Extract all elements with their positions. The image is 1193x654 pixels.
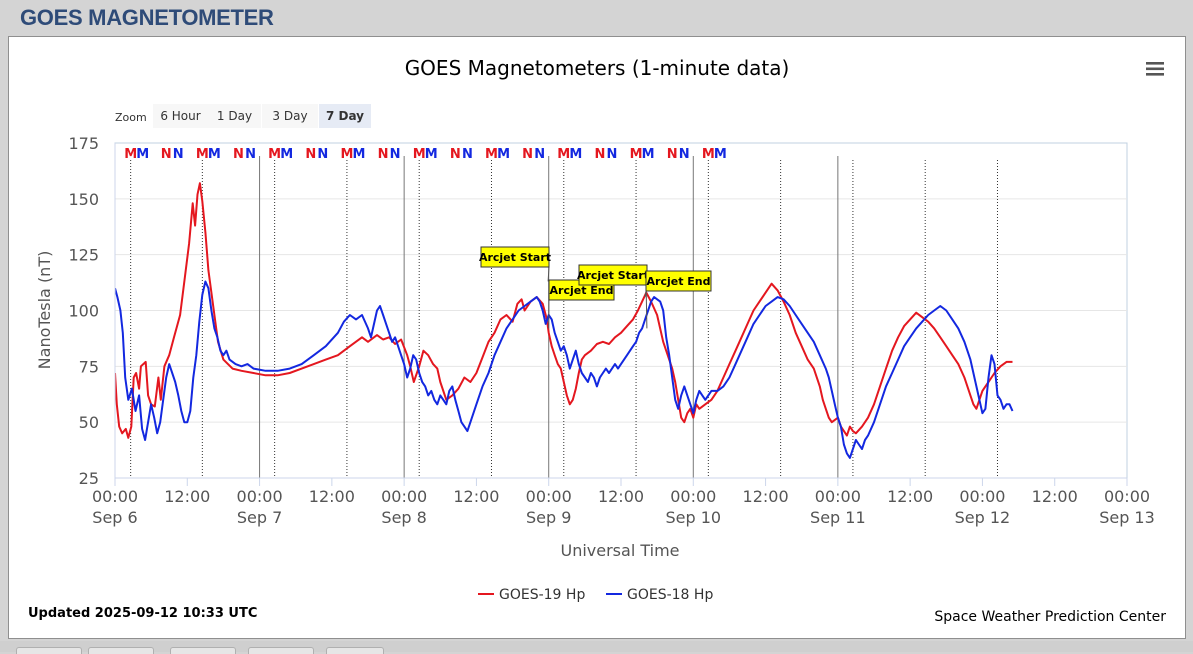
noon-marker: N xyxy=(305,147,316,162)
midnight-marker: M xyxy=(268,147,281,162)
midnight-marker: M xyxy=(413,147,426,162)
x-tick-date: Sep 7 xyxy=(237,508,282,527)
x-tick-label: 12:00 xyxy=(453,487,499,506)
zoom-button-3-day[interactable]: 3 Day xyxy=(262,104,318,128)
chart-title: GOES Magnetometers (1-minute data) xyxy=(405,56,790,80)
zoom-button-label[interactable]: 7 Day xyxy=(326,109,364,123)
x-tick-date: Sep 10 xyxy=(665,508,721,527)
x-tick-date: Sep 8 xyxy=(381,508,426,527)
noon-marker: N xyxy=(173,147,184,162)
midnight-marker: M xyxy=(557,147,570,162)
zoom-button-label[interactable]: 3 Day xyxy=(272,109,307,123)
x-tick-label: 00:00 xyxy=(237,487,283,506)
annotation-label: Arcjet Start xyxy=(479,251,551,264)
noon-marker: N xyxy=(679,147,690,162)
annotation-label: Arcjet End xyxy=(647,275,711,288)
noon-marker: N xyxy=(161,147,172,162)
midnight-marker: M xyxy=(485,147,498,162)
midnight-marker: M xyxy=(630,147,643,162)
midnight-marker: M xyxy=(352,147,365,162)
noon-marker: N xyxy=(233,147,244,162)
x-tick-label: 00:00 xyxy=(959,487,1005,506)
legend: GOES-19 Hp GOES-18 Hp xyxy=(478,587,713,603)
annotation-label: Arcjet Start xyxy=(577,269,649,282)
noon-marker: N xyxy=(390,147,401,162)
x-tick-date: Sep 9 xyxy=(526,508,571,527)
midnight-marker: M xyxy=(425,147,438,162)
x-tick-date: Sep 6 xyxy=(92,508,137,527)
noon-marker: N xyxy=(607,147,618,162)
midnight-marker: M xyxy=(196,147,209,162)
y-tick-label: 175 xyxy=(68,134,99,153)
legend-item-goes-19[interactable]: GOES-19 Hp xyxy=(478,587,585,603)
x-tick-label: 12:00 xyxy=(598,487,644,506)
midnight-marker: M xyxy=(340,147,353,162)
midnight-marker: M xyxy=(702,147,715,162)
x-tick-label: 00:00 xyxy=(670,487,716,506)
x-tick-date: Sep 13 xyxy=(1099,508,1155,527)
y-axis-label: NanoTesla (nT) xyxy=(35,251,54,370)
x-tick-label: 12:00 xyxy=(743,487,789,506)
tab-1[interactable] xyxy=(16,647,82,654)
hamburger-menu-icon[interactable] xyxy=(1146,62,1164,76)
legend-item-goes-18[interactable]: GOES-18 Hp xyxy=(606,587,713,603)
y-tick-label: 150 xyxy=(68,190,99,209)
x-tick-label: 12:00 xyxy=(887,487,933,506)
noon-marker: N xyxy=(462,147,473,162)
tab-3[interactable] xyxy=(170,647,236,654)
y-tick-label: 100 xyxy=(68,302,99,321)
y-tick-label: 125 xyxy=(68,246,99,265)
noon-marker: N xyxy=(245,147,256,162)
noon-marker: N xyxy=(667,147,678,162)
annotation-label: Arcjet End xyxy=(550,284,614,297)
x-axis: 00:00 Sep 6 12:00 00:00 Sep 7 12:00 00:00 Sep 8… xyxy=(92,478,1155,527)
credit-text: Space Weather Prediction Center xyxy=(934,609,1166,625)
legend-label[interactable]: GOES-19 Hp xyxy=(499,587,585,603)
midnight-marker: M xyxy=(124,147,137,162)
zoom-button-label[interactable]: 1 Day xyxy=(217,109,252,123)
noon-marker: N xyxy=(317,147,328,162)
zoom-button-label[interactable]: 6 Hour xyxy=(160,109,200,123)
y-tick-label: 75 xyxy=(79,357,99,376)
noon-marker: N xyxy=(534,147,545,162)
midnight-marker: M xyxy=(714,147,727,162)
midnight-marker: M xyxy=(569,147,582,162)
x-tick-label: 00:00 xyxy=(1104,487,1150,506)
zoom-label: Zoom xyxy=(115,111,147,124)
x-axis-label: Universal Time xyxy=(560,541,679,560)
midnight-marker: M xyxy=(280,147,293,162)
noon-marker: N xyxy=(594,147,605,162)
tab-5[interactable] xyxy=(326,647,384,654)
midnight-marker: M xyxy=(208,147,221,162)
zoom-button-6-hour[interactable]: 6 Hour xyxy=(153,104,208,128)
x-tick-date: Sep 12 xyxy=(955,508,1011,527)
updated-timestamp: Updated 2025-09-12 10:33 UTC xyxy=(28,606,257,621)
noon-marker: N xyxy=(450,147,461,162)
y-tick-label: 50 xyxy=(79,413,99,432)
midnight-marker: M xyxy=(642,147,655,162)
tab-4[interactable] xyxy=(248,647,314,654)
x-tick-label: 00:00 xyxy=(381,487,427,506)
noon-marker: N xyxy=(522,147,533,162)
zoom-buttons: 6 Hour 1 Day 3 Day 7 Day xyxy=(153,104,371,128)
x-tick-label: 00:00 xyxy=(526,487,572,506)
x-tick-label: 12:00 xyxy=(164,487,210,506)
x-tick-label: 00:00 xyxy=(92,487,138,506)
x-tick-date: Sep 11 xyxy=(810,508,866,527)
x-tick-label: 00:00 xyxy=(815,487,861,506)
y-tick-label: 25 xyxy=(79,469,99,488)
x-tick-label: 12:00 xyxy=(1032,487,1078,506)
tab-2[interactable] xyxy=(88,647,154,654)
zoom-button-1-day[interactable]: 1 Day xyxy=(208,104,261,128)
zoom-button-7-day[interactable]: 7 Day xyxy=(319,104,371,128)
noon-marker: N xyxy=(378,147,389,162)
midnight-marker: M xyxy=(497,147,510,162)
y-axis: 25 50 75 100 125 150 175 xyxy=(68,134,115,488)
x-tick-label: 12:00 xyxy=(309,487,355,506)
midnight-marker: M xyxy=(136,147,149,162)
legend-label[interactable]: GOES-18 Hp xyxy=(627,587,713,603)
